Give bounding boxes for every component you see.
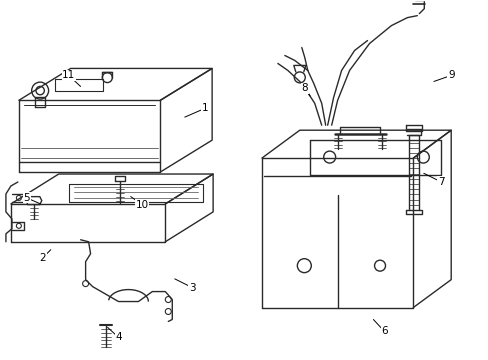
Text: 7: 7 bbox=[437, 177, 444, 187]
Text: 8: 8 bbox=[301, 84, 307, 93]
Text: 5: 5 bbox=[23, 193, 30, 203]
Text: 3: 3 bbox=[188, 283, 195, 293]
Text: 6: 6 bbox=[380, 327, 387, 336]
Text: 9: 9 bbox=[447, 71, 453, 80]
Text: 4: 4 bbox=[115, 332, 122, 342]
Text: 10: 10 bbox=[136, 200, 149, 210]
Text: 1: 1 bbox=[202, 103, 208, 113]
Text: 11: 11 bbox=[62, 71, 75, 80]
Text: 2: 2 bbox=[40, 253, 46, 263]
